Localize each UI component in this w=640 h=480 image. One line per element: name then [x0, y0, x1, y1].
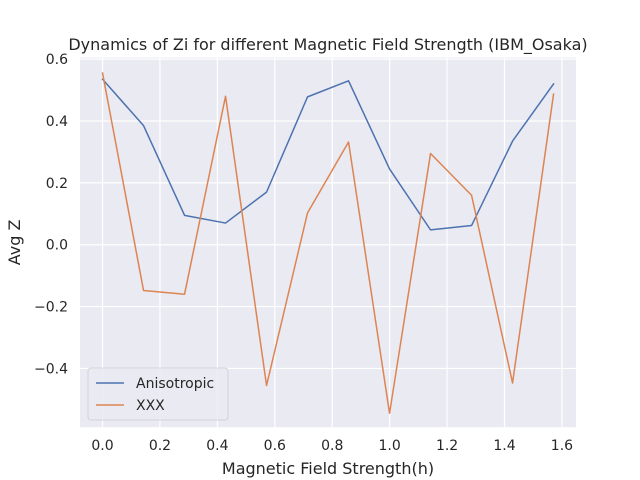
x-tick-label: 1.2	[436, 438, 458, 454]
y-tick-label: 0.4	[46, 114, 68, 130]
x-tick-labels: 0.0 0.2 0.4 0.6 0.8 1.0 1.2 1.4 1.6	[91, 438, 573, 454]
series-layer	[101, 72, 555, 415]
x-tick-label: 0.8	[321, 438, 343, 454]
x-tick-label: 1.0	[379, 438, 401, 454]
legend-box	[87, 367, 229, 421]
y-axis-label: Avg Z	[5, 220, 24, 266]
plot-background	[80, 57, 576, 428]
series-line-xxx	[101, 72, 555, 415]
y-tick-label: 0.2	[46, 176, 68, 192]
x-axis-label: Magnetic Field Strength(h)	[222, 459, 434, 478]
x-tick-label: 0.4	[206, 438, 228, 454]
y-tick-label: −0.4	[34, 361, 68, 377]
x-tick-label: 1.4	[493, 438, 515, 454]
legend-label: Anisotropic	[136, 376, 214, 392]
x-tick-label: 0.0	[91, 438, 113, 454]
y-tick-label: 0.6	[46, 52, 68, 68]
chart-title: Dynamics of Zi for different Magnetic Fi…	[68, 35, 587, 55]
x-gridlines	[101, 57, 563, 428]
series-line-anisotropic	[101, 78, 555, 231]
y-tick-label: −0.2	[34, 300, 68, 316]
legend: Anisotropic XXX	[87, 367, 229, 421]
y-tick-label: 0.0	[46, 238, 68, 254]
legend-label: XXX	[136, 398, 165, 414]
x-tick-label: 1.6	[551, 438, 573, 454]
y-gridlines	[80, 58, 576, 370]
x-tick-label: 0.6	[264, 438, 286, 454]
y-tick-labels: −0.4 −0.2 0.0 0.2 0.4 0.6	[34, 52, 68, 377]
x-tick-label: 0.2	[149, 438, 171, 454]
